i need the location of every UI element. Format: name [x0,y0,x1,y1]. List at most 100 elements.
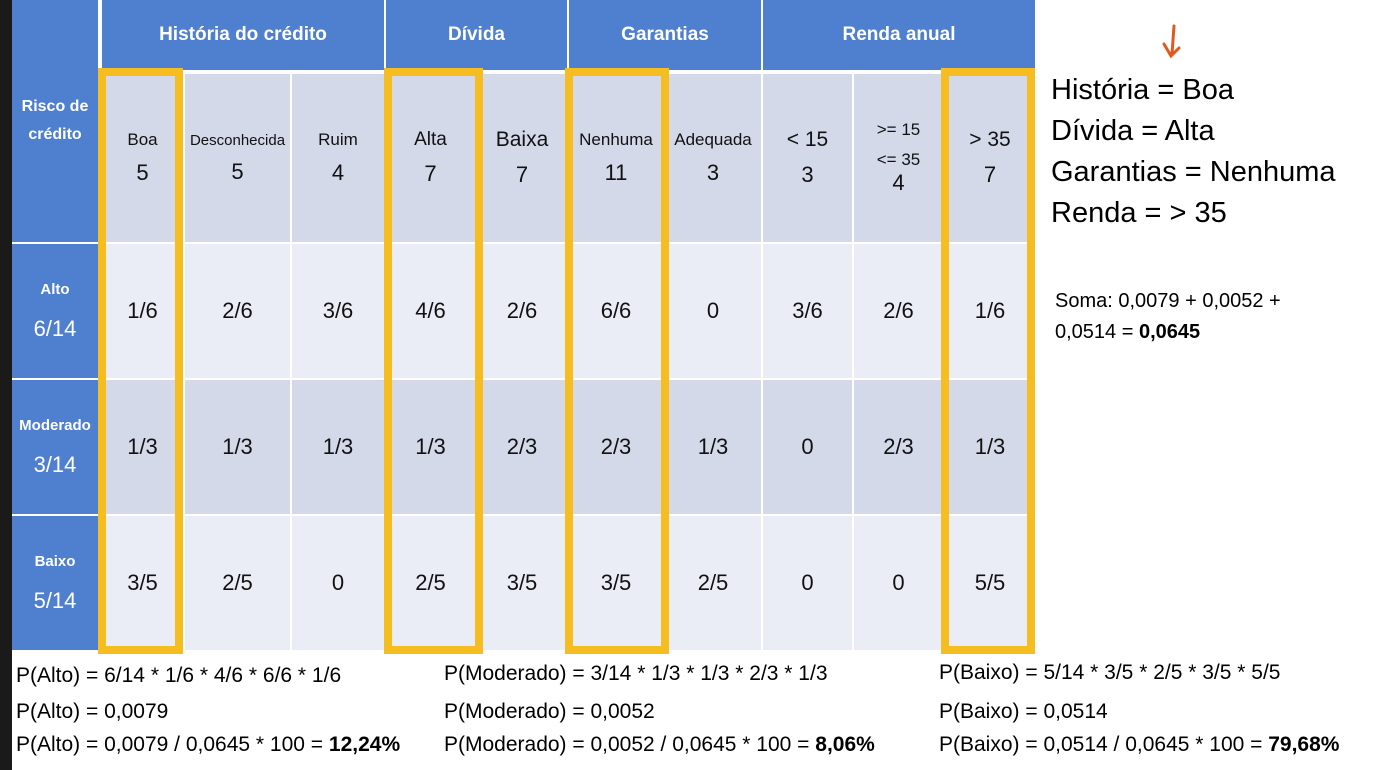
column-header: Boa 5 [102,74,183,242]
formula-result: 79,68% [1268,733,1340,756]
row-header-baixo: Baixo 5/14 [12,516,98,650]
row-label: Alto [40,280,70,298]
table-cell: 2/6 [185,244,290,378]
row-header-moderado: Moderado 3/14 [12,380,98,514]
table-cell: 2/5 [386,516,475,650]
column-label: Desconhecida [189,131,286,149]
row-prior: 3/14 [33,451,77,477]
column-label: >= 15 [876,120,921,139]
formula-baixo-2: P(Baixo) = 0,0514 [939,700,1108,723]
table-cell: 1/3 [292,380,384,514]
column-count: 7 [515,162,529,187]
formula-text: P(Alto) = 0,0079 / 0,0645 * 100 = [16,733,329,756]
group-header-historia: História do crédito [102,0,384,70]
column-count: 3 [801,162,814,187]
table-cell: 1/3 [945,380,1035,514]
table-cell: 1/3 [185,380,290,514]
table-cell: 0 [854,516,943,650]
table-cell: 4/6 [386,244,475,378]
table-cell: 2/6 [477,244,567,378]
column-count: 4 [892,170,905,195]
soma-total: 0,0645 [1138,321,1201,343]
column-header: Ruim 4 [292,74,384,242]
formula-moderado-3: P(Moderado) = 0,0052 / 0,0645 * 100 = 8,… [444,733,875,757]
column-header: Baixa 7 [477,74,567,242]
column-header: Desconhecida 5 [185,74,290,242]
formula-moderado-2: P(Moderado) = 0,0052 [444,700,655,723]
row-prior: 5/14 [33,587,77,613]
column-count: 11 [604,160,628,185]
given-line: Dívida = Alta [1051,115,1215,147]
column-count: 3 [706,160,720,185]
column-label: < 15 [786,128,829,151]
column-count: 5 [136,160,149,185]
table-cell: 0 [763,516,852,650]
slide: Risco de crédito História do crédito Dív… [12,0,1378,770]
column-label: Nenhuma [579,130,653,149]
given-values: História = Boa Dívida = Alta Garantias =… [1051,70,1336,234]
formula-result: 12,24% [328,733,401,756]
table-cell: 0 [763,380,852,514]
formula-baixo-3: P(Baixo) = 0,0514 / 0,0645 * 100 = 79,68… [939,733,1339,757]
table-cell: 1/3 [386,380,475,514]
table-cell: 1/6 [102,244,183,378]
table-cell: 0 [292,516,384,650]
table-cell: 2/5 [185,516,290,650]
column-header: > 35 7 [945,74,1035,242]
column-count: 7 [424,161,437,186]
column-header: Adequada 3 [665,74,761,242]
column-label: > 35 [969,128,1011,151]
table-corner: Risco de crédito [12,0,98,242]
corner-label: Risco de crédito [21,98,89,143]
group-header-garantias: Garantias [569,0,761,70]
table-cell: 0 [665,244,761,378]
group-label: Renda anual [842,24,956,45]
given-line: Renda = > 35 [1051,197,1227,229]
table-cell: 3/5 [569,516,663,650]
cursor-icon [1162,24,1181,59]
table-cell: 2/5 [665,516,761,650]
column-count: 7 [983,162,997,187]
soma-text: Soma: 0,0079 + 0,0052 + 0,0514 = [1055,290,1281,343]
table-cell: 1/6 [945,244,1035,378]
formula-moderado-1: P(Moderado) = 3/14 * 1/3 * 1/3 * 2/3 * 1… [444,662,828,685]
group-label: Garantias [621,24,709,45]
given-line: História = Boa [1051,74,1234,106]
table-cell: 2/6 [854,244,943,378]
column-label: Ruim [318,130,358,149]
column-header: < 15 3 [763,74,852,242]
column-count: 5 [231,158,244,184]
column-header: Alta 7 [386,74,475,242]
table-cell: 2/3 [569,380,663,514]
group-header-renda: Renda anual [763,0,1035,70]
row-label: Baixo [34,552,76,570]
group-header-divida: Dívida [386,0,567,70]
column-label-2: <= 35 [876,150,921,169]
given-line: Garantias = Nenhuma [1051,156,1336,188]
formula-result: 8,06% [815,733,875,756]
table-cell: 3/6 [763,244,852,378]
column-count: 4 [331,160,345,185]
column-label: Adequada [674,130,752,149]
formula-alto-1: P(Alto) = 6/14 * 1/6 * 4/6 * 6/6 * 1/6 [16,664,342,687]
formula-baixo-1: P(Baixo) = 5/14 * 3/5 * 2/5 * 3/5 * 5/5 [939,661,1281,684]
table-cell: 1/3 [665,380,761,514]
column-header: >= 15 <= 35 4 [854,74,943,242]
formula-alto-2: P(Alto) = 0,0079 [16,700,169,723]
table-cell: 3/5 [102,516,183,650]
group-label: História do crédito [159,24,327,45]
row-prior: 6/14 [33,315,77,341]
column-label: Boa [127,130,158,149]
column-label: Alta [414,129,447,150]
table-cell: 5/5 [945,516,1035,650]
column-label: Baixa [495,128,549,151]
formula-alto-3: P(Alto) = 0,0079 / 0,0645 * 100 = 12,24% [16,733,400,757]
formula-text: P(Moderado) = 0,0052 / 0,0645 * 100 = [444,733,816,756]
group-label: Dívida [447,24,506,45]
soma-note: Soma: 0,0079 + 0,0052 + 0,0514 = 0,0645 [1055,286,1345,348]
table-cell: 2/3 [854,380,943,514]
row-label: Moderado [19,416,91,434]
table-cell: 1/3 [102,380,183,514]
formula-text: P(Baixo) = 0,0514 / 0,0645 * 100 = [939,733,1269,756]
row-header-alto: Alto 6/14 [12,244,98,378]
